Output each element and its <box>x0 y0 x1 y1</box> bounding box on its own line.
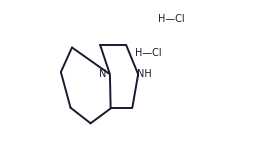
Text: NH: NH <box>137 69 152 79</box>
Text: H—Cl: H—Cl <box>135 48 162 58</box>
Text: H—Cl: H—Cl <box>158 14 185 24</box>
Text: N: N <box>99 69 106 79</box>
